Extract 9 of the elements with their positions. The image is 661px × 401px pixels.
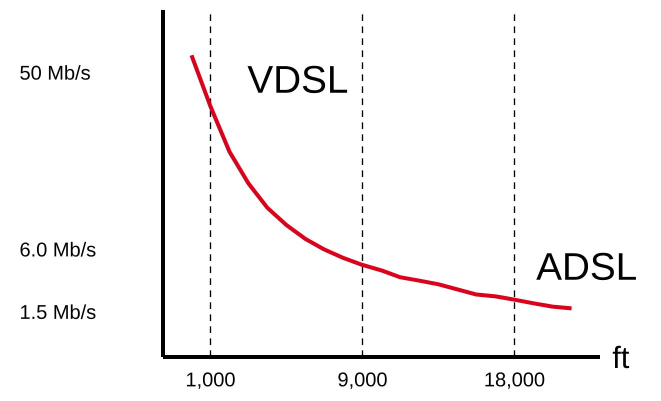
x-axis-title: ft — [612, 346, 630, 368]
x-tick-label: 1,000 — [187, 372, 235, 389]
x-tick-label: 9,000 — [338, 372, 387, 389]
x-tick-label: 18,000 — [485, 372, 544, 389]
text: 50 Mb/s — [20, 65, 90, 80]
annotation: ADSL — [536, 252, 636, 280]
text: 6.0 Mb/s — [20, 242, 96, 257]
annotation: VDSL — [248, 66, 348, 94]
text: 1.5 Mb/s — [21, 304, 96, 320]
